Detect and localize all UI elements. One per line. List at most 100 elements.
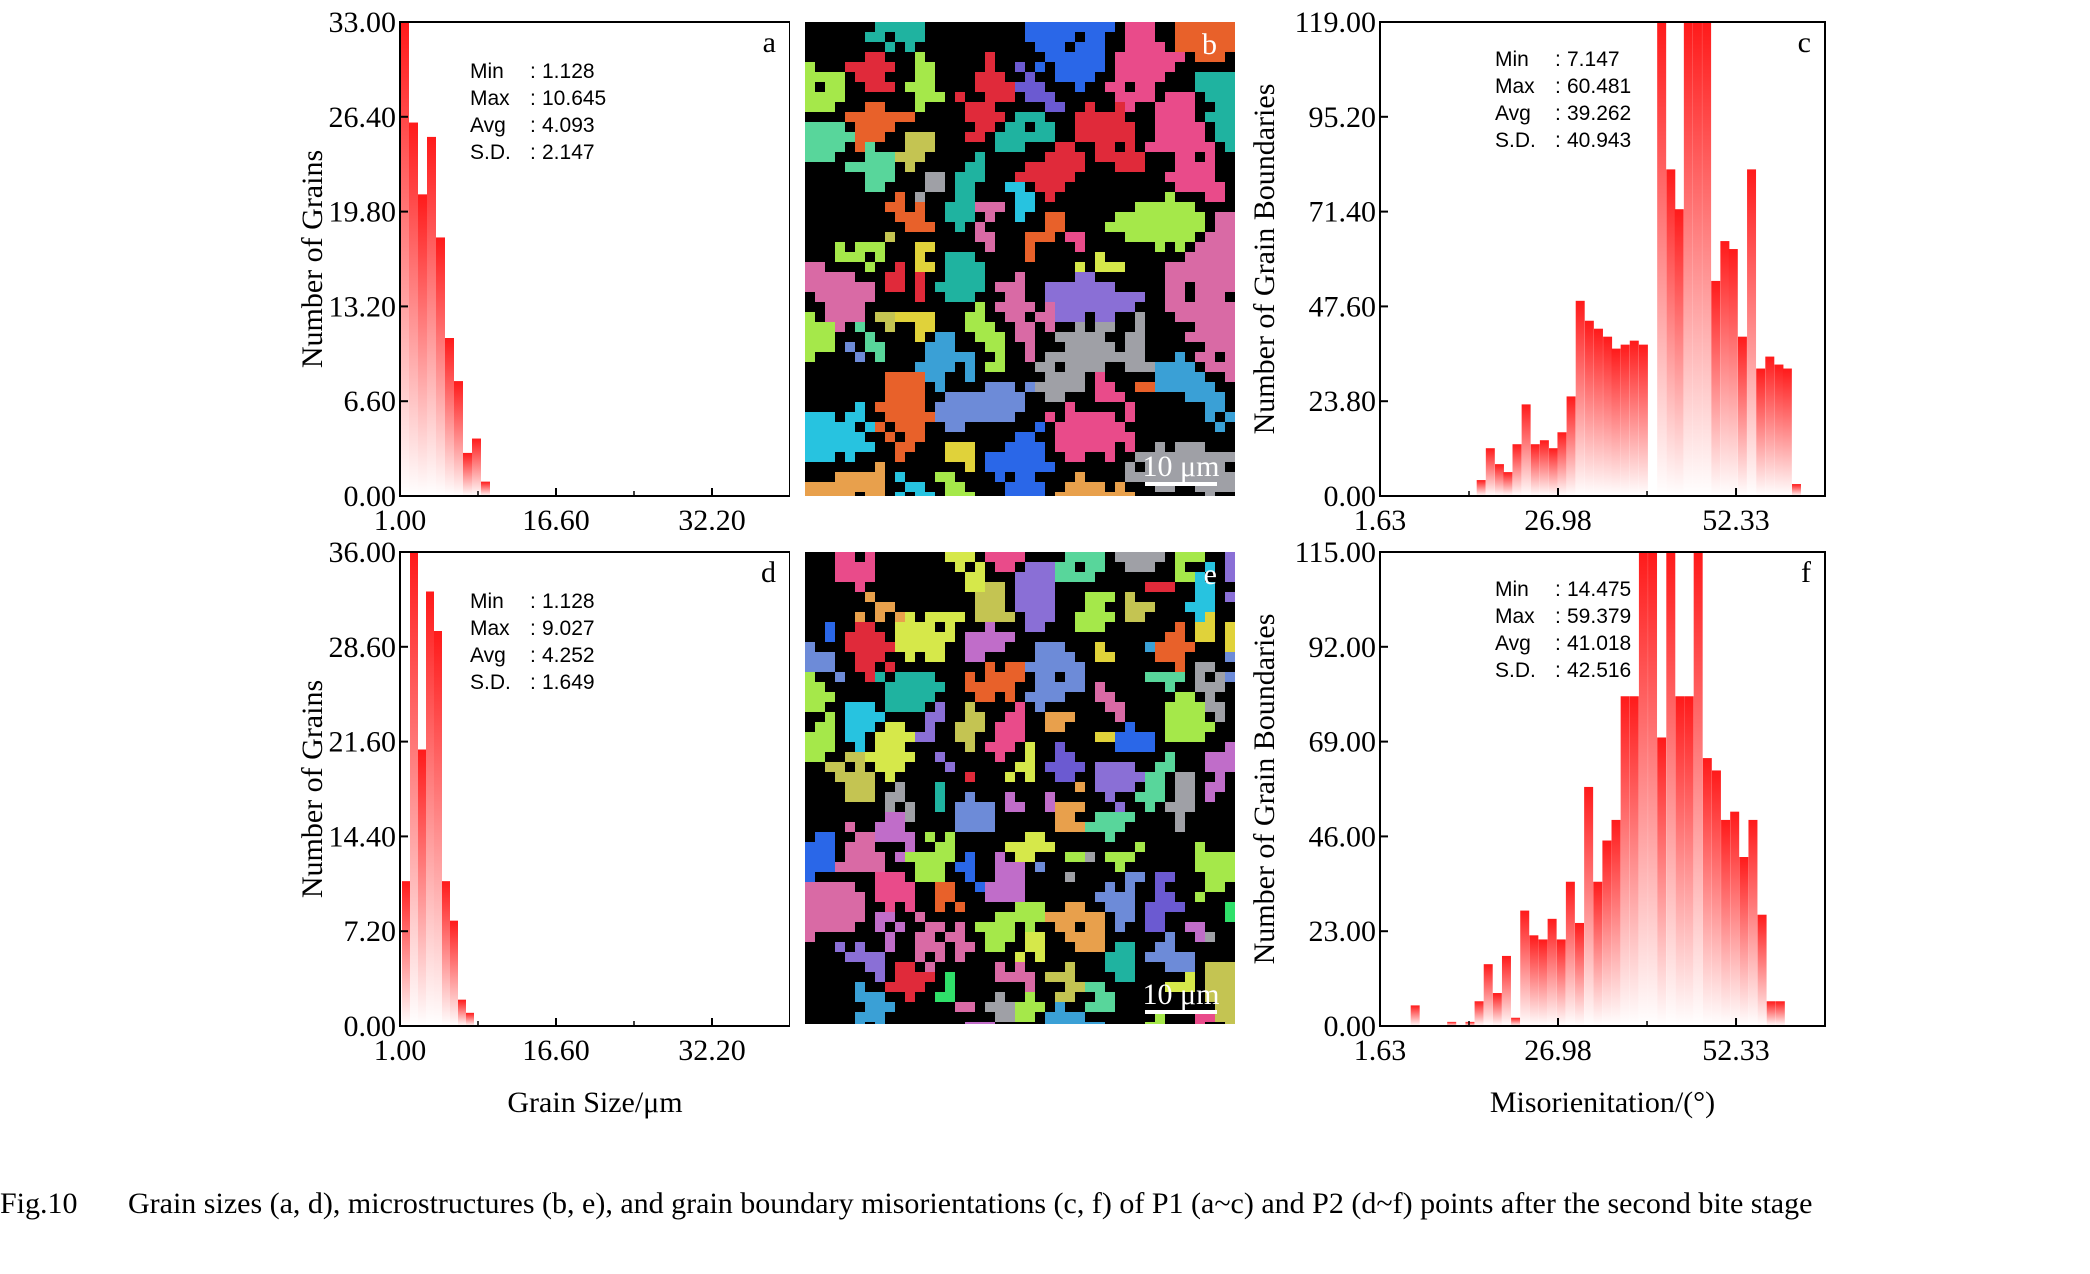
grain-pixel	[1115, 942, 1125, 952]
grain-pixel	[1065, 762, 1075, 772]
grain-pixel	[1135, 742, 1145, 752]
grain-pixel	[945, 272, 955, 282]
stat-colon: :	[1555, 578, 1561, 601]
histogram-bar	[1711, 280, 1721, 496]
grain-pixel	[1015, 572, 1025, 582]
grain-pixel	[885, 892, 895, 902]
grain-pixel	[1025, 912, 1035, 922]
grain-pixel	[1185, 712, 1195, 722]
grain-pixel	[985, 892, 995, 902]
grain-pixel	[1085, 562, 1095, 572]
grain-pixel	[895, 32, 905, 42]
grain-pixel	[995, 562, 1005, 572]
grain-pixel	[935, 792, 945, 802]
grain-pixel	[945, 252, 955, 262]
grain-pixel	[805, 352, 815, 362]
grain-pixel	[1055, 562, 1065, 572]
grain-pixel	[1055, 762, 1065, 772]
grain-pixel	[905, 32, 915, 42]
grain-pixel	[1005, 912, 1015, 922]
grain-pixel	[1175, 822, 1185, 832]
grain-pixel	[1125, 92, 1135, 102]
stat-key: Avg	[1495, 102, 1531, 125]
grain-pixel	[1225, 352, 1235, 362]
grain-pixel	[1085, 332, 1095, 342]
grain-pixel	[985, 802, 995, 812]
grain-pixel	[1205, 172, 1215, 182]
grain-pixel	[835, 892, 845, 902]
grain-pixel	[965, 102, 975, 112]
grain-pixel	[925, 852, 935, 862]
grain-pixel	[1125, 952, 1135, 962]
y-tick-label: 92.00	[1309, 631, 1377, 664]
grain-pixel	[935, 702, 945, 712]
grain-pixel	[1195, 722, 1205, 732]
histogram-bar	[1747, 169, 1757, 496]
grain-pixel	[1145, 552, 1155, 562]
grain-pixel	[935, 922, 945, 932]
grain-pixel	[1145, 382, 1155, 392]
grain-pixel	[1075, 492, 1085, 496]
grain-pixel	[1165, 952, 1175, 962]
grain-pixel	[1185, 602, 1195, 612]
grain-pixel	[1015, 872, 1025, 882]
grain-pixel	[805, 102, 815, 112]
grain-pixel	[905, 852, 915, 862]
grain-pixel	[1205, 452, 1215, 462]
grain-pixel	[825, 632, 835, 642]
stat-colon: :	[1555, 75, 1561, 98]
grain-pixel	[815, 722, 825, 732]
grain-pixel	[875, 1022, 885, 1024]
grain-pixel	[1175, 442, 1185, 452]
grain-pixel	[865, 662, 875, 672]
histogram-bar	[1774, 364, 1784, 496]
histogram-bar	[454, 381, 463, 496]
grain-pixel	[915, 862, 925, 872]
grain-pixel	[955, 262, 965, 272]
y-tick-label: 71.40	[1309, 196, 1377, 229]
grain-pixel	[805, 692, 815, 702]
histogram-bar	[1765, 356, 1775, 496]
grain-pixel	[895, 492, 905, 496]
grain-pixel	[915, 402, 925, 412]
grain-pixel	[1065, 372, 1075, 382]
grain-pixel	[1215, 482, 1225, 492]
grain-pixel	[885, 42, 895, 52]
grain-pixel	[1205, 352, 1215, 362]
grain-pixel	[945, 352, 955, 362]
grain-pixel	[1085, 422, 1095, 432]
grain-pixel	[985, 122, 995, 132]
grain-pixel	[1075, 1022, 1085, 1024]
grain-pixel	[1175, 172, 1185, 182]
grain-pixel	[1005, 482, 1015, 492]
grain-pixel	[1205, 462, 1215, 472]
grain-pixel	[1205, 342, 1215, 352]
grain-pixel	[1095, 482, 1105, 492]
grain-pixel	[1085, 272, 1095, 282]
histogram-bar	[1629, 340, 1639, 496]
grain-pixel	[885, 372, 895, 382]
grain-pixel	[1005, 892, 1015, 902]
grain-pixel	[835, 912, 845, 922]
grain-pixel	[1175, 812, 1185, 822]
grain-pixel	[1185, 312, 1195, 322]
grain-pixel	[1185, 572, 1195, 582]
grain-pixel	[995, 962, 1005, 972]
grain-pixel	[1005, 452, 1015, 462]
grain-pixel	[855, 1012, 865, 1022]
grain-pixel	[855, 112, 865, 122]
grain-pixel	[1155, 142, 1165, 152]
grain-pixel	[975, 222, 985, 232]
grain-pixel	[1215, 192, 1225, 202]
grain-pixel	[995, 592, 1005, 602]
histogram-bar	[442, 881, 450, 1026]
y-tick-label: 46.00	[1309, 820, 1377, 853]
grain-pixel	[805, 72, 815, 82]
grain-pixel	[1025, 82, 1035, 92]
histogram-bar	[1757, 914, 1767, 1026]
grain-pixel	[1035, 442, 1045, 452]
grain-pixel	[805, 902, 815, 912]
grain-pixel	[1145, 62, 1155, 72]
grain-pixel	[1105, 412, 1115, 422]
grain-pixel	[1005, 932, 1015, 942]
